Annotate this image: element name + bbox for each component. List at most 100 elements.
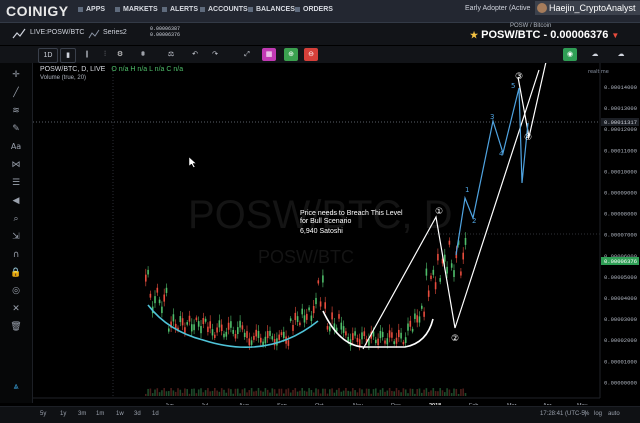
candle-style-icon[interactable]: ▮ bbox=[60, 48, 76, 63]
text-tool-icon[interactable]: Aa bbox=[10, 142, 22, 151]
range-1w[interactable]: 1w bbox=[116, 411, 124, 417]
channel-icon[interactable]: ≋ bbox=[12, 106, 20, 116]
chart-area[interactable]: POSW/BTC, D POSW/BTC 1 2 3 4 5 ① ② ③ ④ P… bbox=[33, 52, 640, 409]
range-3m[interactable]: 3m bbox=[78, 411, 87, 417]
nav-markets[interactable]: MARKETS bbox=[115, 6, 158, 13]
chart-title[interactable]: POSW/BTC, D, LIVE bbox=[40, 66, 106, 73]
trash-icon[interactable]: 🗑 bbox=[10, 322, 22, 332]
bar-style-icon[interactable]: ∥ bbox=[85, 51, 89, 58]
symbol-label[interactable]: LIVE:POSW/BTC bbox=[30, 29, 85, 36]
remove-icon[interactable]: ⊖ bbox=[304, 48, 318, 61]
candle-body bbox=[418, 316, 421, 323]
cloud-download-icon[interactable]: ☁ bbox=[591, 51, 599, 58]
orders-icon bbox=[295, 6, 300, 12]
scale-icon[interactable]: ⚖ bbox=[167, 51, 175, 58]
arrow-left-icon[interactable]: ◀ bbox=[12, 196, 20, 206]
nav-apps-label: APPS bbox=[86, 6, 106, 13]
candle-body bbox=[280, 332, 283, 336]
nav-balances[interactable]: BALANCES bbox=[248, 6, 295, 13]
log-toggle[interactable]: log bbox=[594, 411, 603, 417]
range-1d[interactable]: 1d bbox=[152, 411, 159, 417]
cloud-upload-icon[interactable]: ☁ bbox=[617, 51, 625, 58]
nav-orders[interactable]: ORDERS bbox=[295, 6, 333, 13]
volume-bar bbox=[200, 388, 202, 396]
wave-circle-label: ③ bbox=[515, 72, 523, 82]
range-1m[interactable]: 1m bbox=[96, 411, 105, 417]
candle-body bbox=[195, 317, 198, 321]
candle-body bbox=[333, 323, 336, 331]
candle-body bbox=[260, 337, 262, 343]
chart-type-icon[interactable] bbox=[12, 27, 26, 41]
candle-body bbox=[411, 328, 414, 332]
time-tick: Jul bbox=[201, 403, 208, 405]
gear-icon[interactable]: ⚙ bbox=[116, 51, 124, 58]
candle-body bbox=[319, 301, 322, 307]
candle-body bbox=[384, 340, 386, 344]
brush-icon[interactable]: ✎ bbox=[12, 124, 20, 134]
compare-icon[interactable] bbox=[88, 28, 100, 40]
volume-bar bbox=[216, 390, 218, 396]
candle-body bbox=[345, 331, 347, 336]
nav-accounts[interactable]: ACCOUNTS bbox=[200, 6, 248, 13]
remove-drawings-icon[interactable]: ✕ bbox=[12, 304, 20, 314]
layout-icon[interactable]: ▦ bbox=[262, 48, 276, 61]
zoom-icon[interactable]: ⌕ bbox=[13, 214, 19, 224]
volume-bar bbox=[393, 391, 395, 396]
app-logo[interactable]: COINIGY bbox=[6, 3, 69, 19]
fullscreen-icon[interactable]: ⤢ bbox=[244, 51, 250, 58]
candle-body bbox=[168, 328, 170, 332]
eye-icon[interactable]: ◎ bbox=[12, 286, 20, 296]
volume-bar bbox=[177, 388, 179, 396]
nav-apps[interactable]: APPS bbox=[78, 6, 105, 13]
range-1y[interactable]: 1y bbox=[60, 411, 67, 417]
volume-bar bbox=[280, 388, 283, 396]
volume-bar bbox=[197, 389, 200, 396]
volume-bar bbox=[145, 393, 147, 396]
auto-toggle[interactable]: auto bbox=[608, 411, 620, 417]
interval-button[interactable]: 1D bbox=[38, 48, 58, 63]
percent-toggle[interactable]: % bbox=[584, 411, 590, 417]
candle-body bbox=[423, 311, 425, 317]
realtime-label: realtime bbox=[588, 69, 609, 75]
candle-body bbox=[154, 296, 156, 304]
range-5y[interactable]: 5y bbox=[40, 411, 47, 417]
pattern-icon[interactable]: ⋈ bbox=[11, 160, 21, 170]
lock-icon[interactable]: 🔒 bbox=[10, 268, 22, 278]
candle-body bbox=[223, 333, 225, 338]
trendline-icon[interactable]: ╱ bbox=[13, 88, 19, 98]
candle-body bbox=[250, 340, 253, 345]
price-axis[interactable]: 0.00014000 0.00013000 0.00012000 0.00011000… bbox=[604, 84, 637, 386]
crosshair-icon[interactable]: ✛ bbox=[12, 70, 20, 80]
volume-bar bbox=[230, 389, 232, 396]
avatar bbox=[537, 3, 547, 13]
volume-label[interactable]: Volume (true, 20) bbox=[40, 75, 87, 81]
candle-body bbox=[379, 330, 382, 339]
fib-icon[interactable]: ☰ bbox=[11, 178, 21, 188]
nav-alerts[interactable]: ALERTS bbox=[162, 6, 198, 13]
magnet-icon[interactable]: ∩ bbox=[12, 250, 20, 260]
redo-icon[interactable]: ↷ bbox=[212, 51, 218, 58]
star-icon[interactable]: ★ bbox=[470, 30, 479, 40]
undo-icon[interactable]: ↶ bbox=[192, 51, 198, 58]
candle-body bbox=[225, 331, 228, 337]
candle-body bbox=[446, 266, 448, 274]
camera-icon[interactable]: ◉ bbox=[563, 48, 577, 61]
time-tick: Apr bbox=[543, 403, 552, 405]
candle-body bbox=[147, 269, 149, 275]
range-3d[interactable]: 3d bbox=[134, 411, 141, 417]
candle-body bbox=[416, 315, 418, 323]
time-axis[interactable]: Jun Jul Aug Sep Oct Nov Dec 2018 Feb Mar Apr May bbox=[165, 403, 588, 409]
line-style-icon[interactable]: ⫶ bbox=[104, 51, 106, 58]
indicators-icon[interactable]: ⩩ bbox=[141, 51, 145, 58]
volume-bar bbox=[156, 388, 159, 396]
tradingview-logo-icon[interactable]: ⩓ bbox=[13, 382, 19, 392]
measure-icon[interactable]: ⇲ bbox=[12, 232, 20, 242]
user-menu[interactable]: Haejin_CryptoAnalyst bbox=[535, 1, 640, 15]
add-icon[interactable]: ⊕ bbox=[284, 48, 298, 61]
volume-bar bbox=[375, 388, 377, 396]
accounts-icon bbox=[200, 6, 205, 12]
nav-balances-label: BALANCES bbox=[256, 6, 295, 13]
volume-bar bbox=[363, 393, 366, 396]
price-chart[interactable]: POSW/BTC, D POSW/BTC 1 2 3 4 5 ① ② ③ ④ P… bbox=[33, 52, 640, 409]
candle-body bbox=[324, 302, 326, 309]
